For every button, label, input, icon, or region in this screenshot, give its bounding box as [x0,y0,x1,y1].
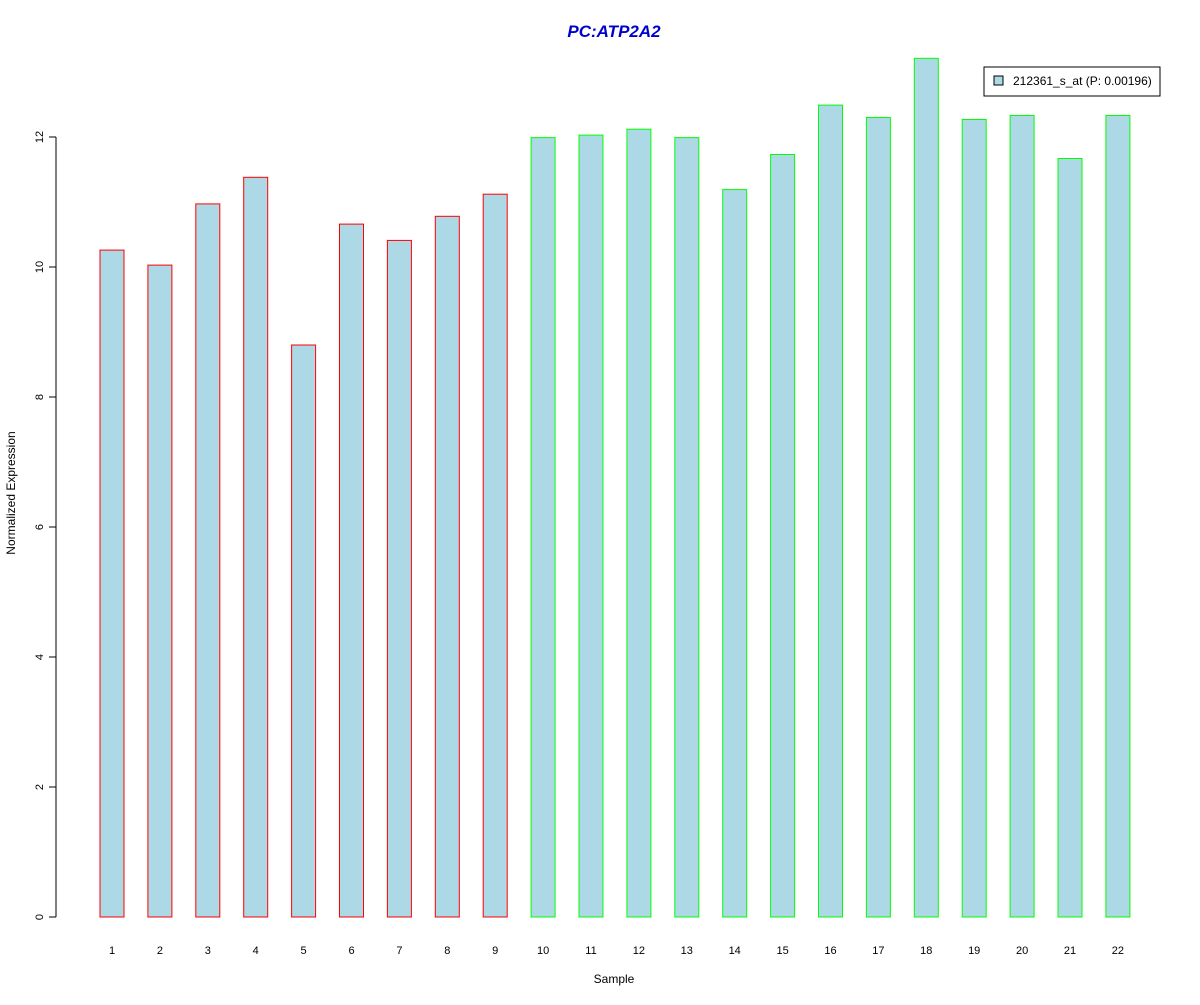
bar-sample-20 [1009,115,1035,918]
x-tick-label: 9 [492,945,498,957]
x-tick-label: 6 [348,945,354,957]
y-tick-label: 12 [34,131,46,143]
y-tick-label: 10 [34,261,46,273]
bar-sample-6 [339,223,364,918]
bar-sample-22 [1105,115,1131,918]
bar-sample-16 [818,104,843,918]
x-tick-label: 10 [537,945,549,957]
bars-group [99,57,1131,918]
legend-label: 212361_s_at (P: 0.00196) [1013,74,1152,88]
bar-sample-19 [961,119,987,918]
x-tick-label: 16 [824,945,836,957]
x-tick-label: 21 [1064,945,1076,957]
x-tick-label: 19 [968,945,980,957]
bar-sample-10 [530,137,556,918]
y-tick-label: 4 [34,654,46,660]
x-tick-label: 7 [396,945,402,957]
x-tick-label: 1 [109,945,115,957]
bar-sample-11 [578,134,604,918]
x-tick-labels: 1 2 3 4 5 6 7 8 9 10 11 12 13 14 15 16 17 18 19 20 21 22 [109,945,1124,957]
x-tick-label: 20 [1016,945,1028,957]
x-tick-label: 4 [253,945,259,957]
y-axis-label: Normalized Expression [4,431,18,554]
bar-sample-7 [386,239,412,918]
bar-sample-5 [291,344,317,918]
y-tick-label: 2 [34,784,46,790]
x-tick-label: 2 [157,945,163,957]
legend-swatch [993,75,1004,86]
y-tick-label: 6 [34,524,46,530]
legend-box [983,66,1161,97]
x-tick-label: 22 [1112,945,1124,957]
x-tick-label: 5 [301,945,307,957]
bar-sample-18 [913,57,939,918]
bar-sample-8 [434,215,460,918]
chart-title: PC:ATP2A2 [567,22,661,41]
y-tick-label: 8 [34,394,46,400]
x-tick-label: 17 [872,945,884,957]
legend: 212361_s_at (P: 0.00196) [983,66,1161,97]
bar-sample-13 [674,137,700,918]
x-tick-label: 18 [920,945,932,957]
x-tick-label: 11 [585,945,596,957]
bar-sample-14 [722,189,748,918]
x-tick-label: 3 [205,945,211,957]
bar-sample-4 [243,176,269,918]
x-tick-label: 15 [776,945,788,957]
y-axis: 0 2 4 6 8 10 12 [34,131,57,920]
bar-sample-21 [1057,158,1083,918]
bar-sample-1 [99,249,125,918]
x-tick-label: 14 [729,945,741,957]
y-tick-label: 0 [34,914,46,920]
x-tick-label: 8 [444,945,450,957]
bar-sample-15 [770,154,796,918]
x-tick-label: 13 [681,945,693,957]
bar-sample-2 [147,264,173,918]
x-axis-label: Sample [594,972,635,986]
bar-sample-9 [482,193,508,918]
bar-sample-3 [195,203,221,918]
bar-sample-17 [865,117,891,918]
x-tick-label: 12 [633,945,645,957]
bar-sample-12 [626,128,652,918]
